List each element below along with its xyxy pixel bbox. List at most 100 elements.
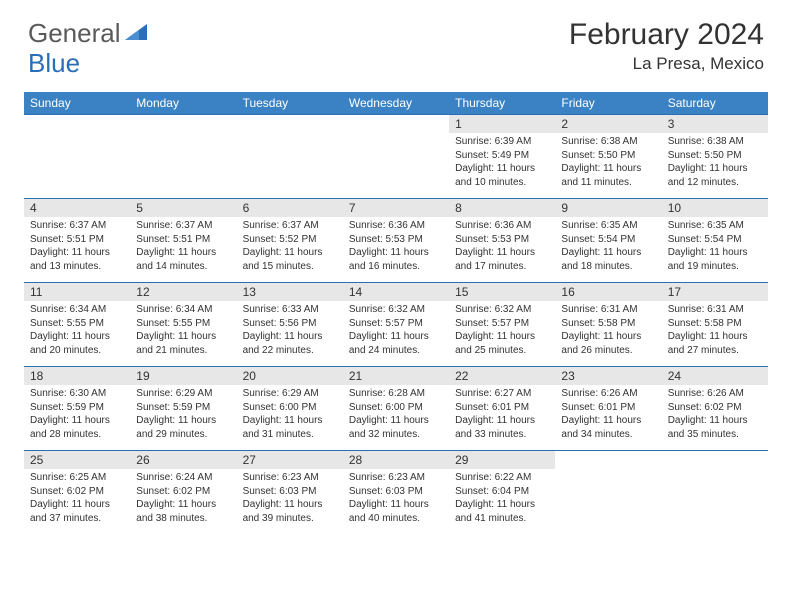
day-cell: 8Sunrise: 6:36 AMSunset: 5:53 PMDaylight… (449, 199, 555, 283)
day-details: Sunrise: 6:35 AMSunset: 5:54 PMDaylight:… (662, 217, 768, 277)
day-cell: 7Sunrise: 6:36 AMSunset: 5:53 PMDaylight… (343, 199, 449, 283)
day-cell: 16Sunrise: 6:31 AMSunset: 5:58 PMDayligh… (555, 283, 661, 367)
day-cell: 5Sunrise: 6:37 AMSunset: 5:51 PMDaylight… (130, 199, 236, 283)
day-details: Sunrise: 6:27 AMSunset: 6:01 PMDaylight:… (449, 385, 555, 445)
weekday-header-row: SundayMondayTuesdayWednesdayThursdayFrid… (24, 92, 768, 115)
day-cell: 1Sunrise: 6:39 AMSunset: 5:49 PMDaylight… (449, 115, 555, 199)
weekday-header: Sunday (24, 92, 130, 115)
day-number: 17 (662, 283, 768, 301)
logo-text-general: General (28, 18, 121, 49)
day-details: Sunrise: 6:32 AMSunset: 5:57 PMDaylight:… (343, 301, 449, 361)
day-cell: 22Sunrise: 6:27 AMSunset: 6:01 PMDayligh… (449, 367, 555, 451)
day-number: 14 (343, 283, 449, 301)
day-cell: 19Sunrise: 6:29 AMSunset: 5:59 PMDayligh… (130, 367, 236, 451)
day-number: 8 (449, 199, 555, 217)
logo-text-blue-wrap: Blue (28, 48, 80, 79)
day-number: 19 (130, 367, 236, 385)
title-block: February 2024 La Presa, Mexico (569, 18, 764, 74)
day-cell: 3Sunrise: 6:38 AMSunset: 5:50 PMDaylight… (662, 115, 768, 199)
day-cell: 2Sunrise: 6:38 AMSunset: 5:50 PMDaylight… (555, 115, 661, 199)
day-cell: 20Sunrise: 6:29 AMSunset: 6:00 PMDayligh… (237, 367, 343, 451)
day-details: Sunrise: 6:37 AMSunset: 5:52 PMDaylight:… (237, 217, 343, 277)
day-cell: 6Sunrise: 6:37 AMSunset: 5:52 PMDaylight… (237, 199, 343, 283)
day-number: 10 (662, 199, 768, 217)
day-number (555, 451, 661, 469)
day-details: Sunrise: 6:31 AMSunset: 5:58 PMDaylight:… (555, 301, 661, 361)
day-details: Sunrise: 6:37 AMSunset: 5:51 PMDaylight:… (24, 217, 130, 277)
day-number: 23 (555, 367, 661, 385)
day-number: 6 (237, 199, 343, 217)
day-cell: 12Sunrise: 6:34 AMSunset: 5:55 PMDayligh… (130, 283, 236, 367)
location-label: La Presa, Mexico (569, 54, 764, 74)
day-cell: 11Sunrise: 6:34 AMSunset: 5:55 PMDayligh… (24, 283, 130, 367)
empty-day-cell (24, 115, 130, 199)
week-row: 18Sunrise: 6:30 AMSunset: 5:59 PMDayligh… (24, 367, 768, 451)
weekday-header: Friday (555, 92, 661, 115)
day-number: 26 (130, 451, 236, 469)
day-cell: 18Sunrise: 6:30 AMSunset: 5:59 PMDayligh… (24, 367, 130, 451)
day-number: 12 (130, 283, 236, 301)
day-details: Sunrise: 6:28 AMSunset: 6:00 PMDaylight:… (343, 385, 449, 445)
day-number: 18 (24, 367, 130, 385)
day-cell: 14Sunrise: 6:32 AMSunset: 5:57 PMDayligh… (343, 283, 449, 367)
day-cell: 17Sunrise: 6:31 AMSunset: 5:58 PMDayligh… (662, 283, 768, 367)
calendar-body: 1Sunrise: 6:39 AMSunset: 5:49 PMDaylight… (24, 115, 768, 535)
day-number: 1 (449, 115, 555, 133)
logo-text-blue: Blue (28, 48, 80, 78)
day-cell: 13Sunrise: 6:33 AMSunset: 5:56 PMDayligh… (237, 283, 343, 367)
day-number: 25 (24, 451, 130, 469)
day-cell: 4Sunrise: 6:37 AMSunset: 5:51 PMDaylight… (24, 199, 130, 283)
empty-day-cell (555, 451, 661, 535)
logo: General (28, 18, 149, 49)
day-details: Sunrise: 6:36 AMSunset: 5:53 PMDaylight:… (449, 217, 555, 277)
day-number: 4 (24, 199, 130, 217)
day-details: Sunrise: 6:32 AMSunset: 5:57 PMDaylight:… (449, 301, 555, 361)
day-details: Sunrise: 6:35 AMSunset: 5:54 PMDaylight:… (555, 217, 661, 277)
day-details: Sunrise: 6:22 AMSunset: 6:04 PMDaylight:… (449, 469, 555, 529)
weekday-header: Thursday (449, 92, 555, 115)
day-details: Sunrise: 6:24 AMSunset: 6:02 PMDaylight:… (130, 469, 236, 529)
day-details: Sunrise: 6:36 AMSunset: 5:53 PMDaylight:… (343, 217, 449, 277)
day-details: Sunrise: 6:23 AMSunset: 6:03 PMDaylight:… (237, 469, 343, 529)
weekday-header: Monday (130, 92, 236, 115)
day-details: Sunrise: 6:25 AMSunset: 6:02 PMDaylight:… (24, 469, 130, 529)
day-details: Sunrise: 6:39 AMSunset: 5:49 PMDaylight:… (449, 133, 555, 193)
day-number: 27 (237, 451, 343, 469)
day-details: Sunrise: 6:23 AMSunset: 6:03 PMDaylight:… (343, 469, 449, 529)
day-details: Sunrise: 6:34 AMSunset: 5:55 PMDaylight:… (130, 301, 236, 361)
day-number: 9 (555, 199, 661, 217)
day-number: 16 (555, 283, 661, 301)
day-number (662, 451, 768, 469)
calendar-table: SundayMondayTuesdayWednesdayThursdayFrid… (24, 92, 768, 535)
day-number: 22 (449, 367, 555, 385)
week-row: 25Sunrise: 6:25 AMSunset: 6:02 PMDayligh… (24, 451, 768, 535)
page-title: February 2024 (569, 18, 764, 52)
day-number: 15 (449, 283, 555, 301)
day-cell: 29Sunrise: 6:22 AMSunset: 6:04 PMDayligh… (449, 451, 555, 535)
logo-triangle-icon (125, 24, 147, 45)
week-row: 1Sunrise: 6:39 AMSunset: 5:49 PMDaylight… (24, 115, 768, 199)
day-number (130, 115, 236, 133)
weekday-header: Tuesday (237, 92, 343, 115)
empty-day-cell (662, 451, 768, 535)
day-details: Sunrise: 6:33 AMSunset: 5:56 PMDaylight:… (237, 301, 343, 361)
header: General February 2024 La Presa, Mexico (0, 0, 792, 82)
day-number: 29 (449, 451, 555, 469)
day-number: 28 (343, 451, 449, 469)
day-details: Sunrise: 6:37 AMSunset: 5:51 PMDaylight:… (130, 217, 236, 277)
day-details: Sunrise: 6:38 AMSunset: 5:50 PMDaylight:… (662, 133, 768, 193)
day-cell: 25Sunrise: 6:25 AMSunset: 6:02 PMDayligh… (24, 451, 130, 535)
day-number: 7 (343, 199, 449, 217)
empty-day-cell (237, 115, 343, 199)
week-row: 4Sunrise: 6:37 AMSunset: 5:51 PMDaylight… (24, 199, 768, 283)
day-details: Sunrise: 6:26 AMSunset: 6:02 PMDaylight:… (662, 385, 768, 445)
day-details: Sunrise: 6:34 AMSunset: 5:55 PMDaylight:… (24, 301, 130, 361)
day-number: 5 (130, 199, 236, 217)
day-details: Sunrise: 6:29 AMSunset: 6:00 PMDaylight:… (237, 385, 343, 445)
day-number: 21 (343, 367, 449, 385)
day-number: 20 (237, 367, 343, 385)
weekday-header: Saturday (662, 92, 768, 115)
day-details: Sunrise: 6:31 AMSunset: 5:58 PMDaylight:… (662, 301, 768, 361)
day-details: Sunrise: 6:38 AMSunset: 5:50 PMDaylight:… (555, 133, 661, 193)
day-cell: 26Sunrise: 6:24 AMSunset: 6:02 PMDayligh… (130, 451, 236, 535)
